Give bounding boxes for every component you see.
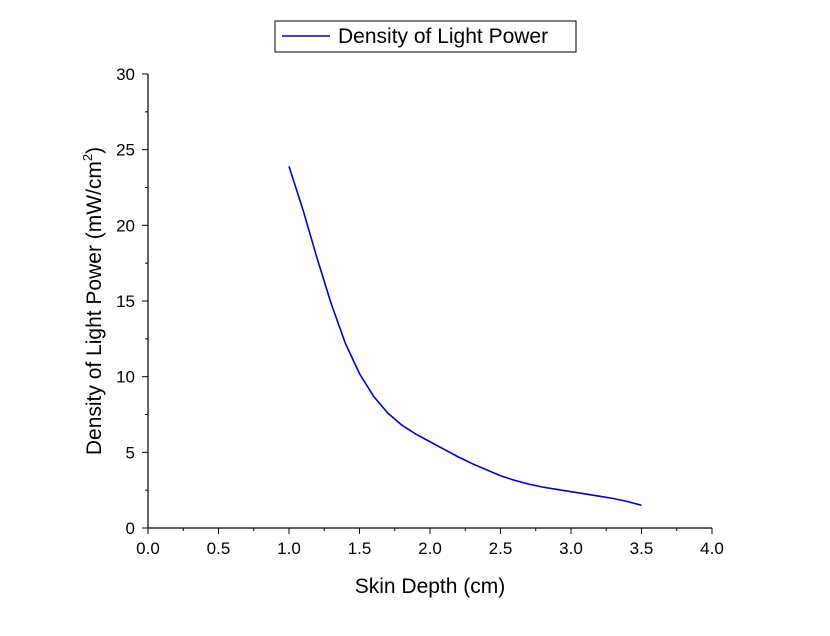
y-axis-title: Density of Light Power (mW/cm2) (80, 147, 106, 455)
y-tick-label: 15 (116, 292, 135, 311)
y-tick-label: 20 (116, 216, 135, 235)
series-line (288, 166, 642, 507)
legend: Density of Light Power (274, 20, 577, 53)
axes (147, 74, 712, 529)
x-tick-label: 3.5 (630, 539, 654, 558)
x-tick-label: 4.0 (700, 539, 724, 558)
x-tick-label: 0.5 (207, 539, 231, 558)
y-tick-label: 30 (116, 65, 135, 84)
legend-label: Density of Light Power (338, 25, 548, 48)
y-axis-ticks: 0 5 10 15 20 25 30 (116, 65, 148, 538)
y-tick-label: 25 (116, 141, 135, 160)
y-tick-label: 10 (116, 368, 135, 387)
y-tick-label: 5 (126, 443, 135, 462)
y-axis-title-base: Density of Light Power (mW/cm (83, 161, 106, 455)
y-tick-label: 0 (126, 519, 135, 538)
x-tick-label: 2.0 (418, 539, 442, 558)
series-layer (288, 166, 642, 507)
x-tick-label: 1.0 (277, 539, 301, 558)
x-axis-title: Skin Depth (cm) (355, 575, 506, 598)
x-tick-label: 1.5 (348, 539, 372, 558)
y-axis-title-close: ) (83, 147, 106, 154)
y-axis-title-superscript: 2 (80, 154, 95, 161)
x-axis-ticks: 0.0 0.5 1.0 1.5 2.0 2.5 3.0 3.5 4.0 (136, 528, 724, 558)
x-tick-label: 3.0 (559, 539, 583, 558)
x-tick-label: 0.0 (136, 539, 160, 558)
x-tick-label: 2.5 (489, 539, 513, 558)
